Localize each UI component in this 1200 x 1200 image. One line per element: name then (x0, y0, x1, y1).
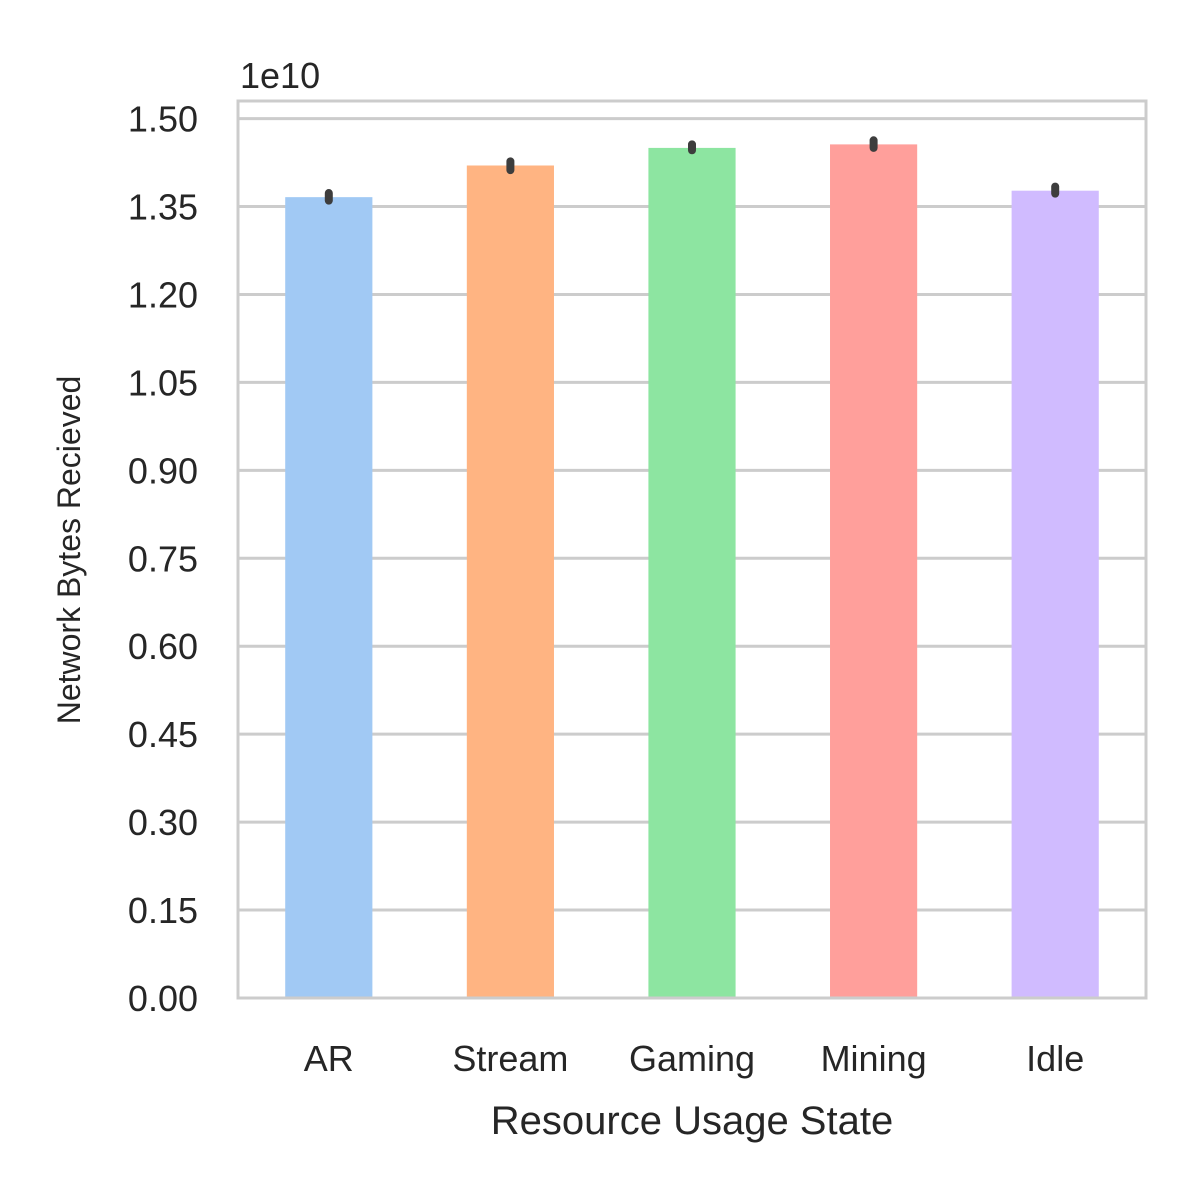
x-tick-label: Stream (452, 1038, 568, 1079)
bar-mining (830, 144, 918, 999)
y-tick-label: 1.35 (128, 187, 198, 228)
y-tick-label: 1.20 (128, 274, 198, 315)
y-tick-label: 0.90 (128, 450, 198, 491)
y-tick-label: 1.05 (128, 362, 198, 403)
bar-stream (466, 165, 554, 999)
y-tick-label: 1.50 (128, 99, 198, 140)
bars (285, 144, 1099, 999)
y-tick-label: 0.60 (128, 626, 198, 667)
x-tick-label: AR (304, 1038, 354, 1079)
x-tick-label: Idle (1026, 1038, 1084, 1079)
bar-gaming (648, 147, 736, 998)
error-bars (324, 136, 1060, 205)
y-axis-label: Network Bytes Recieved (51, 376, 87, 725)
y-tick-label: 0.75 (128, 538, 198, 579)
y-tick-label: 0.15 (128, 890, 198, 931)
y-tick-label: 0.30 (128, 802, 198, 843)
y-tick-label: 0.00 (128, 978, 198, 1019)
y-tick-labels: 0.00 0.15 0.30 0.45 0.60 0.75 0.90 1.05 1.20 1.35… (128, 99, 198, 1019)
x-tick-labels: AR Stream Gaming Mining Idle (304, 1038, 1084, 1079)
bar-idle (1011, 190, 1099, 998)
plot-frame (236, 99, 1148, 1000)
x-tick-label: Mining (821, 1038, 927, 1079)
x-axis-label: Resource Usage State (491, 1099, 893, 1143)
y-scale-label: 1e10 (240, 55, 320, 96)
x-tick-label: Gaming (629, 1038, 755, 1079)
bar-ar (285, 197, 373, 998)
y-tick-label: 0.45 (128, 714, 198, 755)
